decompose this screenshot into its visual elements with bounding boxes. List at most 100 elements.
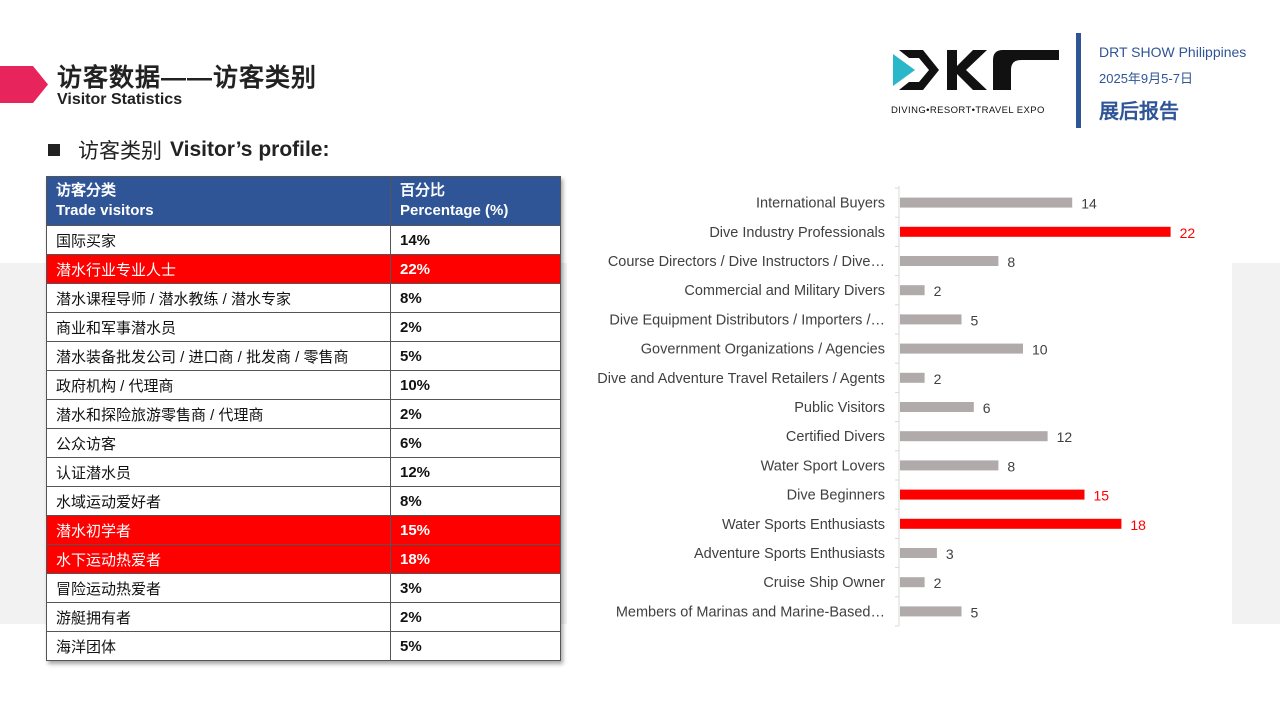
table-cell-percentage: 12% xyxy=(390,457,561,487)
table-row: 潜水和探险旅游零售商 / 代理商 2% xyxy=(46,399,561,429)
bar-value-label: 22 xyxy=(1180,225,1196,241)
bar xyxy=(900,431,1048,442)
table-row: 认证潜水员 12% xyxy=(46,457,561,487)
category-label: Members of Marinas and Marine-Based… xyxy=(616,604,885,620)
bar xyxy=(900,343,1023,354)
table-cell-percentage: 18% xyxy=(390,544,561,574)
table-row: 潜水初学者 15% xyxy=(46,515,561,545)
section-heading: 访客类别 Visitor’s profile: xyxy=(48,135,329,165)
table-cell-percentage: 14% xyxy=(390,225,561,255)
category-label: Dive Equipment Distributors / Importers … xyxy=(609,312,885,328)
table-row: 游艇拥有者 2% xyxy=(46,602,561,632)
table-cell-category: 水下运动热爱者 xyxy=(46,544,391,574)
logo-tagline: DIVING•RESORT•TRAVEL EXPO xyxy=(891,105,1045,116)
visitor-bar-chart: International Buyers 14 Dive Industry Prof… xyxy=(597,186,1196,627)
page-subtitle: Visitor Statistics xyxy=(57,91,183,108)
table-row: 商业和军事潜水员 2% xyxy=(46,312,561,342)
table-row: 潜水课程导师 / 潜水教练 / 潜水专家 8% xyxy=(46,283,561,313)
table-cell-percentage: 5% xyxy=(390,341,561,371)
table-row: 政府机构 / 代理商 10% xyxy=(46,370,561,400)
table-cell-percentage: 3% xyxy=(390,573,561,603)
category-label: Dive Industry Professionals xyxy=(709,225,885,241)
category-label: Cruise Ship Owner xyxy=(763,575,885,591)
table-row: 国际买家 14% xyxy=(46,225,561,255)
bullet-square-icon xyxy=(48,144,60,156)
table-cell-percentage: 6% xyxy=(390,428,561,458)
header-category-cn: 访客分类 xyxy=(56,182,117,199)
table-cell-category: 潜水装备批发公司 / 进口商 / 批发商 / 零售商 xyxy=(46,341,391,371)
table-cell-category: 潜水行业专业人士 xyxy=(46,254,391,284)
bar-value-label: 15 xyxy=(1094,488,1110,504)
bar xyxy=(900,548,937,558)
bar xyxy=(900,256,999,266)
table-row: 公众访客 6% xyxy=(46,428,561,458)
category-label: International Buyers xyxy=(756,196,885,212)
bar-value-label: 6 xyxy=(983,400,991,416)
table-row: 潜水行业专业人士 22% xyxy=(46,254,561,284)
bar-value-label: 18 xyxy=(1130,517,1146,533)
bar xyxy=(900,460,999,471)
bar-value-label: 14 xyxy=(1081,196,1097,212)
table-cell-category: 政府机构 / 代理商 xyxy=(46,370,391,400)
table-cell-percentage: 8% xyxy=(390,486,561,516)
bar xyxy=(900,489,1085,500)
report-title: 展后报告 xyxy=(1099,101,1179,123)
table-cell-category: 冒险运动热爱者 xyxy=(46,573,391,603)
table-cell-category: 国际买家 xyxy=(46,225,391,255)
header-percentage-en: Percentage (%) xyxy=(400,202,509,219)
bar-value-label: 2 xyxy=(934,283,942,299)
event-name: DRT SHOW Philippines xyxy=(1099,44,1247,60)
title-arrow-icon xyxy=(0,66,48,103)
bar-value-label: 8 xyxy=(1007,458,1015,474)
header-percentage-cn: 百分比 xyxy=(400,182,446,199)
table-row: 水域运动爱好者 8% xyxy=(46,486,561,516)
category-label: Adventure Sports Enthusiasts xyxy=(694,546,885,562)
category-label: Government Organizations / Agencies xyxy=(641,342,885,358)
bar xyxy=(900,285,925,296)
category-label: Water Sports Enthusiasts xyxy=(722,517,885,533)
table-row: 潜水装备批发公司 / 进口商 / 批发商 / 零售商 5% xyxy=(46,341,561,371)
bar-value-label: 3 xyxy=(946,546,954,562)
bar xyxy=(900,402,974,412)
bar-value-label: 5 xyxy=(971,604,979,620)
bar-value-label: 8 xyxy=(1007,254,1015,270)
section-heading-en: Visitor’s profile: xyxy=(170,138,330,161)
category-label: Dive Beginners xyxy=(787,488,885,504)
table-cell-percentage: 2% xyxy=(390,602,561,632)
event-date: 2025年9月5-7日 xyxy=(1099,71,1193,86)
table-cell-percentage: 15% xyxy=(390,515,561,545)
table-cell-percentage: 2% xyxy=(390,312,561,342)
table-cell-category: 水域运动爱好者 xyxy=(46,486,391,516)
table-header-row: 访客分类 Trade visitors 百分比 Percentage (%) xyxy=(46,176,561,226)
category-label: Dive and Adventure Travel Retailers / Ag… xyxy=(597,371,885,387)
table-header-percentage: 百分比 Percentage (%) xyxy=(390,176,561,226)
bar-value-label: 2 xyxy=(934,371,942,387)
table-header-category: 访客分类 Trade visitors xyxy=(46,176,391,226)
table-row: 海洋团体 5% xyxy=(46,631,561,661)
table-row: 冒险运动热爱者 3% xyxy=(46,573,561,603)
section-heading-cn: 访客类别 xyxy=(78,140,162,163)
bar-value-label: 2 xyxy=(934,575,942,591)
table-cell-category: 认证潜水员 xyxy=(46,457,391,487)
bar-value-label: 12 xyxy=(1057,429,1073,445)
bar xyxy=(900,518,1122,529)
table-row: 水下运动热爱者 18% xyxy=(46,544,561,574)
table-cell-percentage: 10% xyxy=(390,370,561,400)
header-category-en: Trade visitors xyxy=(56,202,154,219)
bar xyxy=(900,197,1073,208)
table-cell-percentage: 2% xyxy=(390,399,561,429)
table-cell-category: 商业和军事潜水员 xyxy=(46,312,391,342)
table-cell-category: 潜水课程导师 / 潜水教练 / 潜水专家 xyxy=(46,283,391,313)
table-cell-percentage: 22% xyxy=(390,254,561,284)
bar xyxy=(900,577,925,588)
header-divider xyxy=(1076,33,1081,128)
category-label: Water Sport Lovers xyxy=(761,458,885,474)
page-title: 访客数据——访客类别 xyxy=(57,64,318,92)
table-cell-category: 游艇拥有者 xyxy=(46,602,391,632)
table-cell-category: 潜水初学者 xyxy=(46,515,391,545)
table-cell-category: 海洋团体 xyxy=(46,631,391,661)
category-label: Certified Divers xyxy=(786,429,885,445)
table-cell-category: 公众访客 xyxy=(46,428,391,458)
bar-value-label: 10 xyxy=(1032,342,1048,358)
bar xyxy=(900,314,962,325)
